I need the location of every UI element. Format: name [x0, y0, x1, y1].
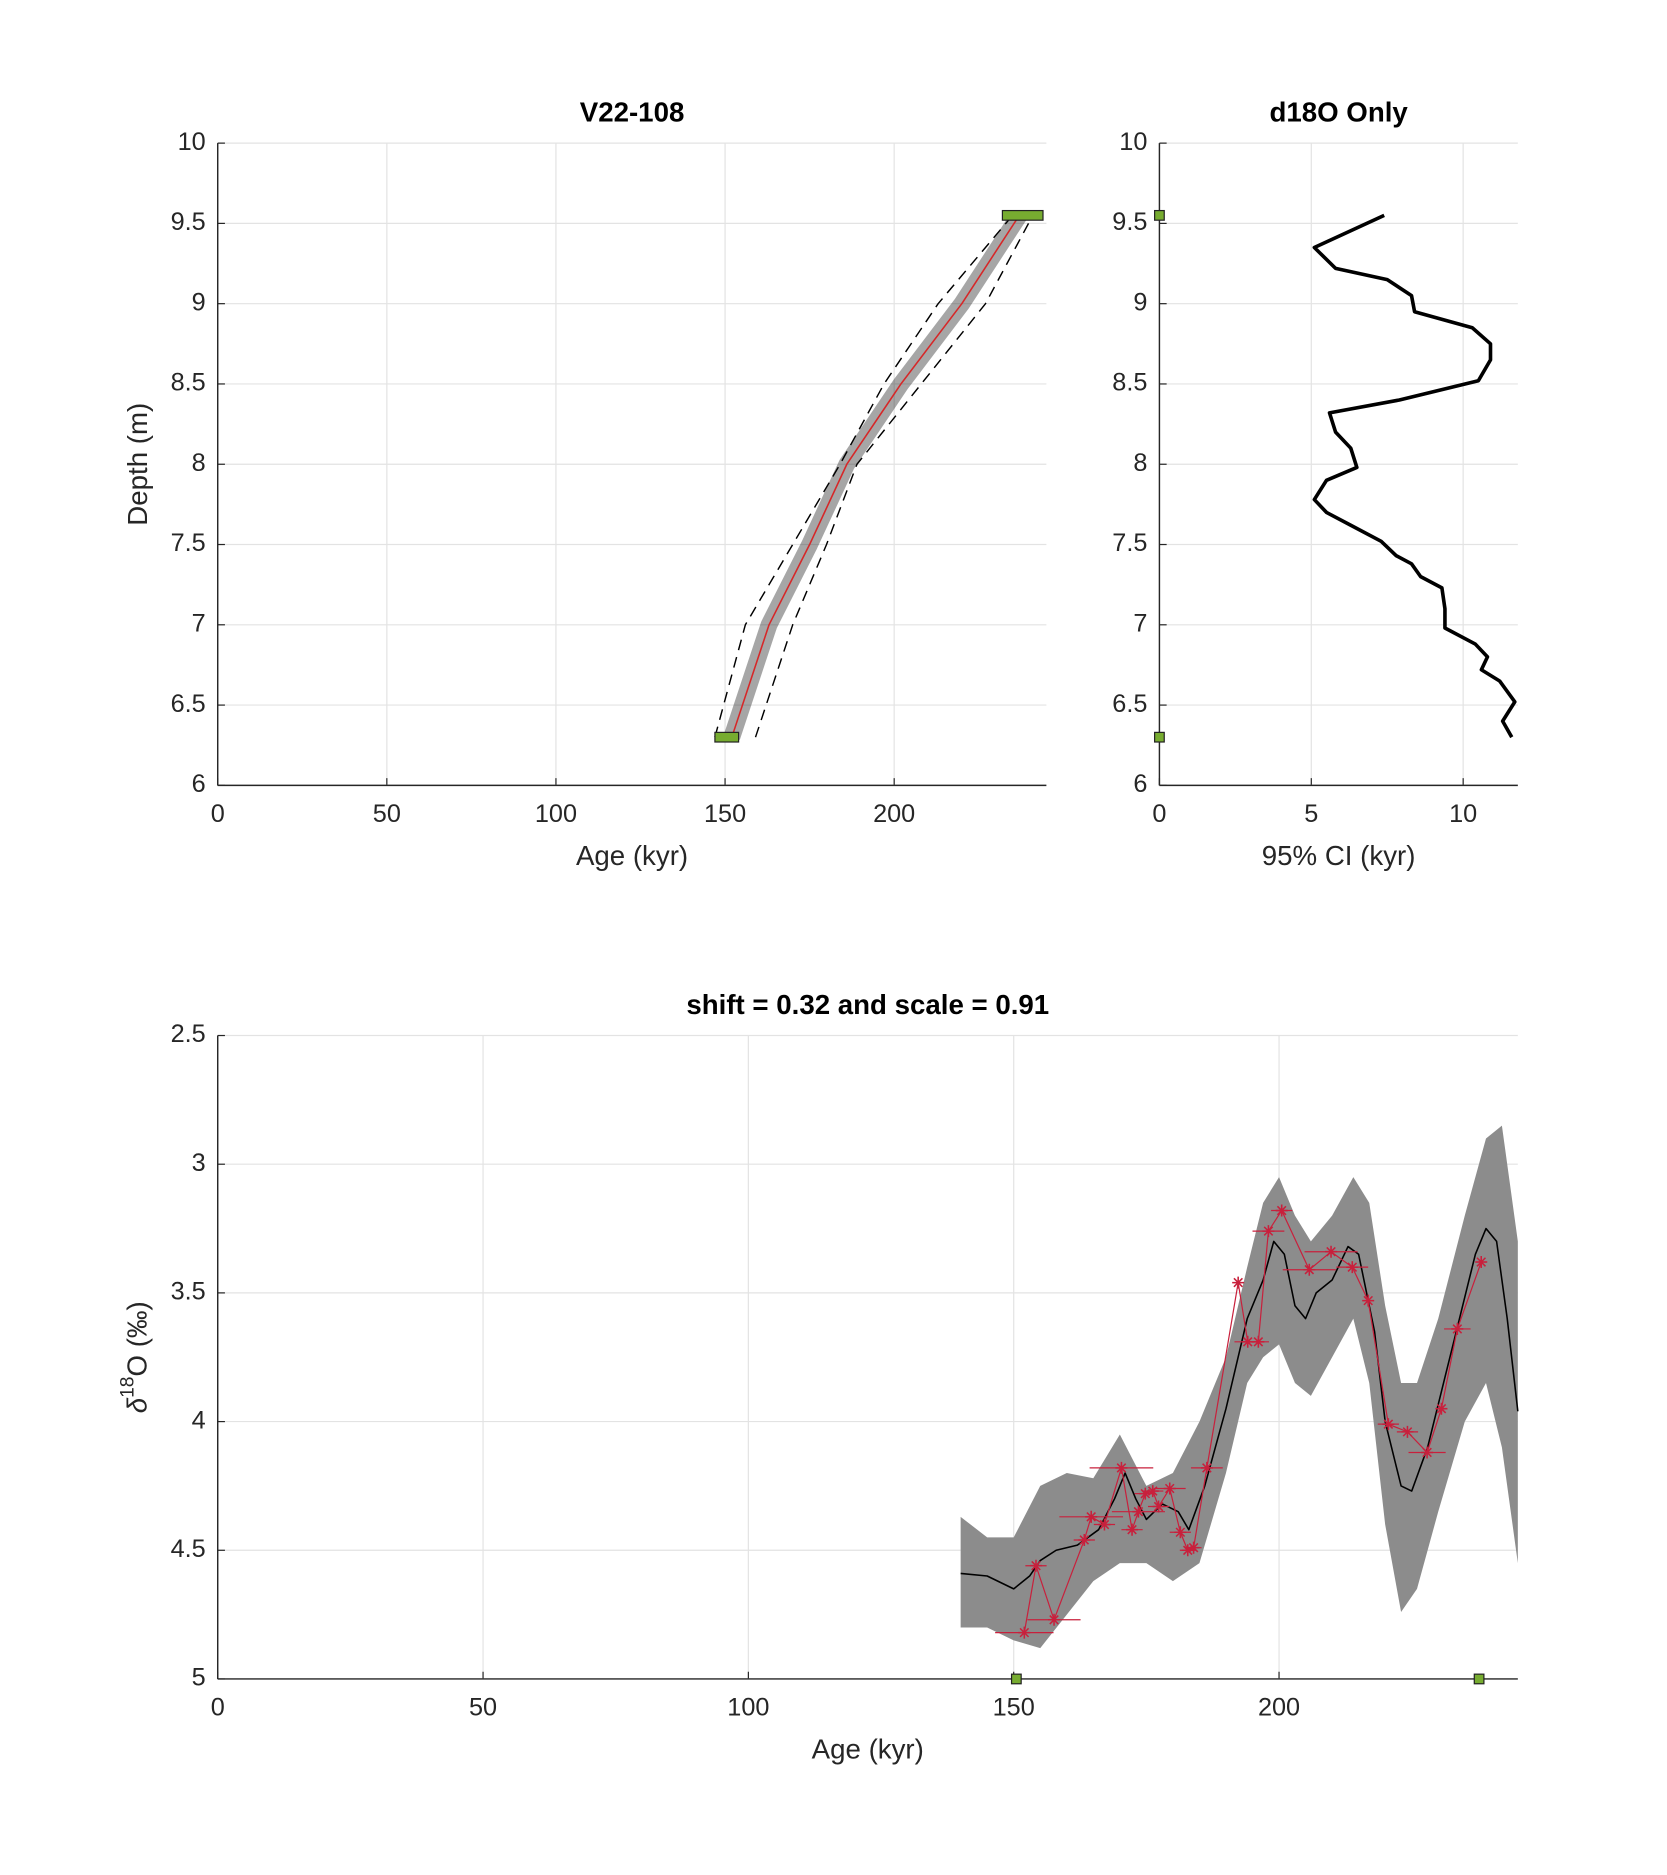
- tie-point: [1010, 1673, 1022, 1685]
- data-point: [1048, 1613, 1061, 1626]
- y-tick-label: 3: [192, 1149, 206, 1177]
- y-tick-label: 3.5: [171, 1278, 206, 1306]
- data-point: [1029, 1559, 1043, 1572]
- data-line: [1023, 1209, 1482, 1633]
- x-tick-label: 50: [469, 1694, 497, 1722]
- x-tick-label: 0: [211, 800, 225, 828]
- data-point: [1174, 1526, 1187, 1539]
- data-point: [1018, 1626, 1031, 1639]
- x-axis-label: Age (kyr): [812, 1733, 924, 1764]
- tie-point: [714, 731, 740, 743]
- chart-title: shift = 0.32 and scale = 0.91: [686, 989, 1049, 1020]
- data-point: [1262, 1225, 1275, 1238]
- x-axis-label: 95% CI (kyr): [1262, 840, 1416, 871]
- data-point: [1252, 1335, 1265, 1348]
- data-point: [1187, 1541, 1200, 1554]
- data-point: [1435, 1402, 1448, 1415]
- x-tick-label: 100: [727, 1694, 769, 1722]
- x-tick-label: 150: [993, 1694, 1035, 1722]
- panel: 0 50 100 150 200 2.5 3 3.5 4 4.5 5 shift = 0.32 and…: [118, 989, 1519, 1764]
- data-point: [1362, 1294, 1375, 1307]
- y-tick-label: 9: [1133, 288, 1147, 316]
- data-point: [1421, 1446, 1434, 1459]
- data-line: [714, 214, 1014, 738]
- data-point: [1146, 1485, 1159, 1498]
- y-axis-label: Depth (m): [122, 403, 153, 526]
- chart-title: V22-108: [580, 97, 685, 128]
- data-point: [1346, 1261, 1359, 1274]
- data-point: [1325, 1245, 1338, 1258]
- y-tick-label: 7.5: [1112, 529, 1147, 557]
- data-point: [1232, 1276, 1245, 1289]
- x-tick-label: 0: [211, 1694, 225, 1722]
- panel: 0 5 10 6 6.5 7 7.5 8 8.5 9 9.5 10 d18O Only 95% CI (k…: [1112, 97, 1518, 871]
- x-tick-label: 5: [1304, 800, 1318, 828]
- uncertainty-band: [960, 1125, 1518, 1649]
- label-part: 18: [118, 1376, 139, 1397]
- y-tick-label: 6.5: [171, 690, 206, 718]
- y-axis-label: δ18O (‰): [118, 1301, 153, 1413]
- data-point: [1451, 1322, 1464, 1335]
- tie-point: [1154, 209, 1165, 221]
- x-tick-label: 200: [1258, 1694, 1300, 1722]
- y-tick-label: 9: [192, 288, 206, 316]
- y-tick-label: 8.5: [1112, 369, 1147, 397]
- data-point: [1139, 1487, 1152, 1500]
- y-tick-label: 2.5: [171, 1020, 206, 1048]
- data-point: [1382, 1418, 1395, 1431]
- y-tick-label: 6.5: [1112, 690, 1147, 718]
- data-point: [1115, 1461, 1128, 1474]
- x-axis-label: Age (kyr): [576, 840, 688, 871]
- tie-point: [1001, 209, 1044, 221]
- y-tick-label: 7.5: [171, 529, 206, 557]
- data-point: [1181, 1544, 1194, 1557]
- y-tick-label: 8: [192, 449, 206, 477]
- y-tick-label: 4.5: [171, 1535, 206, 1563]
- data-point: [1132, 1505, 1145, 1518]
- y-tick-label: 10: [1119, 128, 1147, 156]
- data-point: [1200, 1461, 1213, 1474]
- data-line: [754, 215, 1034, 738]
- y-tick-label: 4: [192, 1406, 206, 1434]
- data-line: [1312, 213, 1517, 739]
- data-point: [1163, 1482, 1176, 1495]
- x-tick-label: 0: [1152, 800, 1166, 828]
- y-tick-label: 7: [192, 609, 206, 637]
- y-tick-label: 5: [192, 1664, 206, 1692]
- data-point: [1098, 1518, 1111, 1531]
- data-line: [731, 214, 1020, 738]
- y-tick-label: 10: [178, 128, 206, 156]
- data-point: [1275, 1204, 1288, 1217]
- x-tick-label: 100: [535, 800, 577, 828]
- data-point: [1401, 1425, 1414, 1438]
- y-tick-label: 6: [192, 770, 206, 798]
- y-tick-label: 9.5: [1112, 208, 1147, 236]
- data-point: [1126, 1523, 1139, 1536]
- x-tick-label: 150: [704, 800, 746, 828]
- panel: 0 50 100 150 200 6 6.5 7 7.5 8 8.5 9 9.5 10 V22-108 Age…: [122, 97, 1047, 871]
- data-point: [1152, 1500, 1165, 1513]
- x-tick-label: 10: [1449, 800, 1477, 828]
- x-tick-label: 200: [873, 800, 915, 828]
- y-tick-label: 8.5: [171, 369, 206, 397]
- label-part: O (‰): [122, 1301, 153, 1376]
- data-point: [1303, 1263, 1316, 1276]
- tie-point: [1154, 731, 1165, 743]
- label-part: δ: [122, 1397, 153, 1413]
- y-tick-label: 6: [1133, 770, 1147, 798]
- tie-point: [1473, 1673, 1485, 1685]
- chart-title: d18O Only: [1269, 97, 1408, 128]
- data-point: [1085, 1510, 1098, 1523]
- y-tick-label: 7: [1133, 609, 1147, 637]
- y-tick-label: 9.5: [171, 208, 206, 236]
- data-point: [1078, 1533, 1091, 1546]
- data-point: [1475, 1255, 1488, 1269]
- y-tick-label: 8: [1133, 449, 1147, 477]
- x-tick-label: 50: [373, 800, 401, 828]
